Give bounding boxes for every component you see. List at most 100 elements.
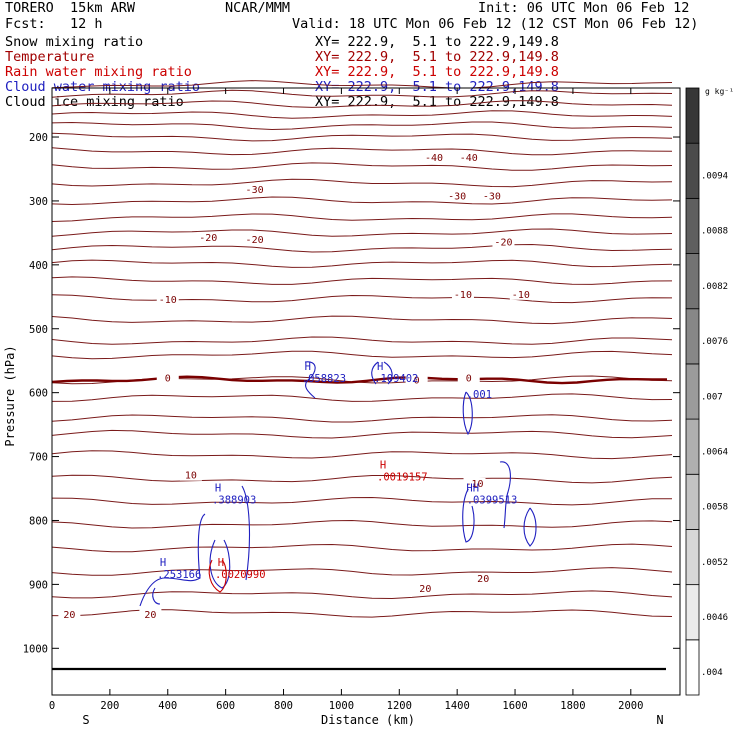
x-tick-label: 800: [274, 700, 293, 712]
temperature-contour: [51, 213, 673, 222]
temperature-contour: [51, 519, 673, 529]
maxima-labels: H.058823H.109402.001H.0019157HH.0399513H…: [157, 361, 517, 581]
temperature-label: -10: [159, 295, 177, 306]
x-tick-label: 1200: [387, 700, 412, 712]
colorbar-segment: [685, 639, 700, 696]
temperature-label-bg: [139, 608, 162, 620]
colorbar-tick-label: .0094: [701, 172, 728, 182]
colorbar-segment: [685, 253, 700, 310]
plot-frame: [51, 87, 681, 696]
temperature-contour: [51, 228, 673, 237]
temperature-contour: [51, 89, 673, 98]
init-label: Init: 06 UTC Mon 06 Feb 12: [478, 0, 690, 16]
field-label-cloud-ice: Cloud ice mixing ratio: [5, 94, 184, 110]
temperature-contour: [51, 543, 673, 553]
x-tick-label: 0: [49, 700, 55, 712]
temperature-labels: -40 -40 -30 -30 -30 -20 -20 -20 -10 -10 -10 0 0 0 10 -1…: [58, 152, 532, 621]
temperature-label: -20: [494, 237, 512, 248]
colorbar-tick-label: .0082: [701, 282, 728, 292]
colorbar-tick-label: .0046: [701, 613, 728, 623]
cloud-water-contour: [304, 361, 316, 399]
temperature-label-bg: [414, 582, 437, 594]
colorbar-segment: [685, 87, 700, 144]
temperature-label: 0: [414, 375, 420, 386]
cloud-water-contour: [499, 461, 511, 529]
x-tick-label: 1800: [560, 700, 585, 712]
cloud-water-contour: [523, 507, 537, 547]
cloud-water-contour: [462, 391, 473, 436]
x-tick-label: 1600: [502, 700, 527, 712]
colorbar-tick-label: .0064: [701, 447, 728, 457]
temperature-contour: [51, 567, 673, 576]
temperature-label-bg: [197, 231, 220, 243]
left-endpoint-label: S: [82, 713, 89, 727]
temperature-label: 0: [165, 374, 171, 385]
temperature-contour: [51, 100, 673, 108]
temperature-contour: [51, 496, 673, 506]
temperature-label-bg: [243, 183, 266, 195]
temperature-label: -10: [454, 290, 472, 301]
temperature-contour: [51, 590, 673, 600]
temperature-label-bg: [463, 477, 486, 489]
colorbar: .004 .0046 .0052 .0058 .0064 .007 .0076 .0082 .0…: [685, 87, 728, 696]
y-tick-label: 700: [29, 452, 48, 464]
temperature-label-bg: [457, 372, 480, 384]
cloud-water-contour: [371, 361, 379, 385]
maximum-value: .388903: [212, 494, 256, 506]
y-tick-label: 800: [29, 515, 48, 527]
y-tick-label: 900: [29, 579, 48, 591]
colorbar-segment: [685, 418, 700, 475]
temperature-label-bg: [451, 288, 474, 300]
temperature-label-bg: [405, 374, 428, 386]
field-label-rain: Rain water mixing ratio: [5, 64, 192, 80]
colorbar-segment: [685, 473, 700, 530]
fcst-label: Fcst: 12 h: [5, 16, 103, 32]
temperature-label: -40: [425, 153, 443, 164]
colorbar-segment: [685, 584, 700, 641]
x-tick-label: 1000: [329, 700, 354, 712]
temperature-contour: [51, 162, 673, 171]
temperature-contour: [51, 294, 673, 304]
cloud-water-contour: [139, 513, 206, 607]
maximum-marker: H: [160, 557, 166, 569]
temperature-contour: [51, 132, 673, 142]
y-tick-label: 300: [29, 196, 48, 208]
temperature-contour: [51, 110, 673, 119]
temperature-label: -20: [246, 235, 264, 246]
y-axis-label: Pressure (hPa): [3, 345, 17, 446]
maximum-marker: H: [377, 361, 383, 373]
cloud-water-contour: [209, 539, 231, 589]
center-label: NCAR/MMM: [225, 0, 291, 16]
x-tick-label: 1400: [445, 700, 470, 712]
temperature-contour: [51, 414, 673, 423]
colorbar-tick-label: .0058: [701, 503, 728, 513]
temperature-label: 20: [477, 574, 489, 585]
maximum-marker: HH: [466, 482, 479, 494]
temperature-label-bg: [472, 573, 495, 585]
cloud-water-contour: [241, 485, 251, 581]
temperature-label: -20: [199, 233, 217, 244]
cloud-water-contour: [383, 361, 393, 385]
temperature-label: -10: [465, 479, 483, 490]
temperature-contour: [51, 121, 673, 131]
colorbar-segment: [685, 142, 700, 199]
colorbar-tick-label: .0088: [701, 227, 728, 237]
temperature-contour: [51, 474, 673, 484]
temperature-contour: [51, 350, 673, 360]
maximum-marker: H: [305, 361, 311, 373]
colorbar-tick-label: .004: [701, 668, 723, 678]
temperature-label-bg: [243, 233, 266, 245]
temperature-contour: [51, 450, 673, 460]
colorbar-tick-label: .0052: [701, 558, 728, 568]
temperature-label-bg: [423, 152, 446, 164]
temperature-label: -40: [460, 153, 478, 164]
maximum-marker: H: [218, 557, 224, 569]
x-tick-label: 200: [100, 700, 119, 712]
x-tick-label: 600: [216, 700, 235, 712]
maximum-marker: H: [380, 459, 386, 471]
temperature-label-bg: [156, 293, 179, 305]
temperature-label: 10: [185, 471, 197, 482]
temperature-contour: [51, 393, 673, 402]
